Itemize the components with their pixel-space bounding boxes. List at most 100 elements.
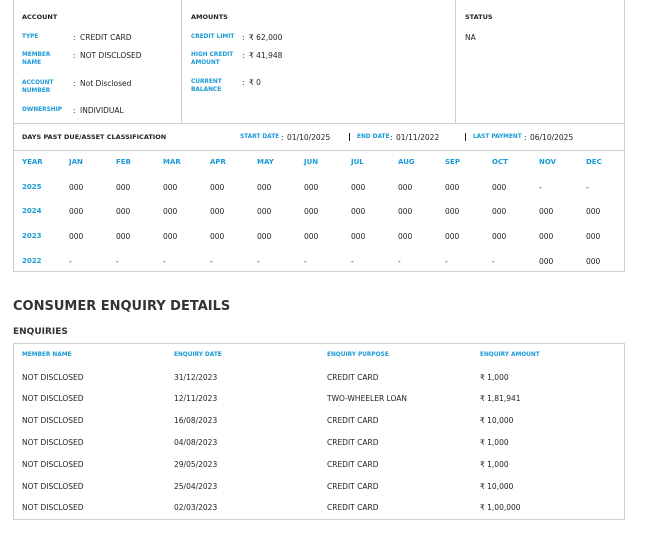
enquiry-cell: ₹ 1,000 [480,437,509,447]
status-value: NA [465,32,476,42]
enquiry-cell: NOT DISCLOSED [22,437,84,447]
enquiry-cell: NOT DISCLOSED [22,459,84,469]
month-cell: 000 [69,231,84,241]
date-label: LAST PAYMENT [473,133,522,140]
enquiry-cell: 04/08/2023 [174,437,218,447]
date-value: 01/10/2025 [287,132,331,142]
enquiry-cell: NOT DISCLOSED [22,394,84,404]
month-cell: 000 [304,206,319,216]
field-separator: : [390,132,393,142]
field-separator: : [242,50,245,60]
field-label: OWNERSHIP [22,106,63,113]
enquiry-header: ENQUIRY DATE [174,351,222,358]
year-table-header: APR [210,157,226,166]
enquiry-cell: 25/04/2023 [174,481,218,491]
enquiry-cell: TWO-WHEELER LOAN [327,394,407,404]
enquiry-cell: CREDIT CARD [327,481,379,491]
enquiry-cell: 31/12/2023 [174,372,218,382]
month-cell: 000 [351,206,366,216]
field-value: ₹ 0 [249,77,261,87]
separator-bar [465,133,466,141]
divider [13,150,625,151]
date-label: START DATE [240,133,280,140]
month-cell: 000 [304,182,319,192]
month-cell: 000 [492,231,507,241]
month-cell: 000 [116,206,131,216]
month-cell: 000 [351,231,366,241]
enquiry-header: ENQUIRY PURPOSE [327,351,389,358]
year-table-header: DEC [586,157,602,166]
date-value: 01/11/2022 [396,132,440,142]
divider [455,0,456,123]
month-cell: 000 [586,206,601,216]
field-label: CURRENT BALANCE [191,78,222,93]
field-label: ACCOUNT NUMBER [22,79,54,94]
field-separator: : [73,32,76,42]
month-cell: 000 [210,231,225,241]
month-cell: 000 [210,182,225,192]
enquiry-cell: CREDIT CARD [327,372,379,382]
enquiry-box [13,343,625,520]
month-cell: 000 [116,231,131,241]
field-separator: : [73,105,76,115]
enquiry-cell: ₹ 10,000 [480,481,514,491]
year-table-header: YEAR [22,157,43,166]
dpd-title: DAYS PAST DUE/ASSET CLASSIFICATION [22,132,167,141]
month-cell: 000 [492,206,507,216]
field-separator: : [242,77,245,87]
field-separator: : [73,78,76,88]
month-cell: - [539,182,542,192]
month-cell: 000 [586,256,601,266]
month-cell: 000 [539,256,554,266]
enquiry-cell: NOT DISCLOSED [22,481,84,491]
enquiry-header: MEMBER NAME [22,351,72,358]
month-cell: 000 [492,182,507,192]
month-cell: - [210,256,213,266]
enquiry-cell: CREDIT CARD [327,416,379,426]
year-table-header: SEP [445,157,460,166]
date-value: 06/10/2025 [530,132,574,142]
month-cell: 000 [163,206,178,216]
year-cell: 2022 [22,256,42,265]
section-heading: ACCOUNT [22,12,58,21]
month-cell: - [304,256,307,266]
enquiry-cell: CREDIT CARD [327,459,379,469]
month-cell: - [586,182,589,192]
enquiry-cell: ₹ 1,81,941 [480,394,521,404]
field-value: ₹ 41,948 [249,50,283,60]
field-value: Not Disclosed [80,78,132,88]
month-cell: 000 [210,206,225,216]
year-table-header: FEB [116,157,131,166]
month-cell: 000 [539,231,554,241]
enquiry-cell: 29/05/2023 [174,459,218,469]
month-cell: 000 [398,182,413,192]
month-cell: 000 [586,231,601,241]
section-heading: AMOUNTS [191,12,228,21]
enquiry-cell: CREDIT CARD [327,437,379,447]
divider [181,0,182,123]
enquiry-cell: 12/11/2023 [174,394,218,404]
field-value: CREDIT CARD [80,32,132,42]
month-cell: 000 [398,231,413,241]
year-table-header: JUL [351,157,364,166]
month-cell: 000 [539,206,554,216]
field-label: CREDIT LIMIT [191,33,235,40]
month-cell: 000 [163,231,178,241]
year-table-header: NOV [539,157,557,166]
enquiry-cell: 16/08/2023 [174,416,218,426]
month-cell: 000 [69,206,84,216]
field-separator: : [73,50,76,60]
year-cell: 2024 [22,206,42,215]
month-cell: 000 [304,231,319,241]
month-cell: - [69,256,72,266]
month-cell: - [445,256,448,266]
month-cell: - [116,256,119,266]
enquiry-cell: 02/03/2023 [174,503,218,513]
year-table-header: MAY [257,157,274,166]
account-box [13,0,625,272]
field-value: ₹ 62,000 [249,32,283,42]
field-label: TYPE [22,33,39,40]
field-label: HIGH CREDIT AMOUNT [191,51,234,66]
month-cell: 000 [257,206,272,216]
